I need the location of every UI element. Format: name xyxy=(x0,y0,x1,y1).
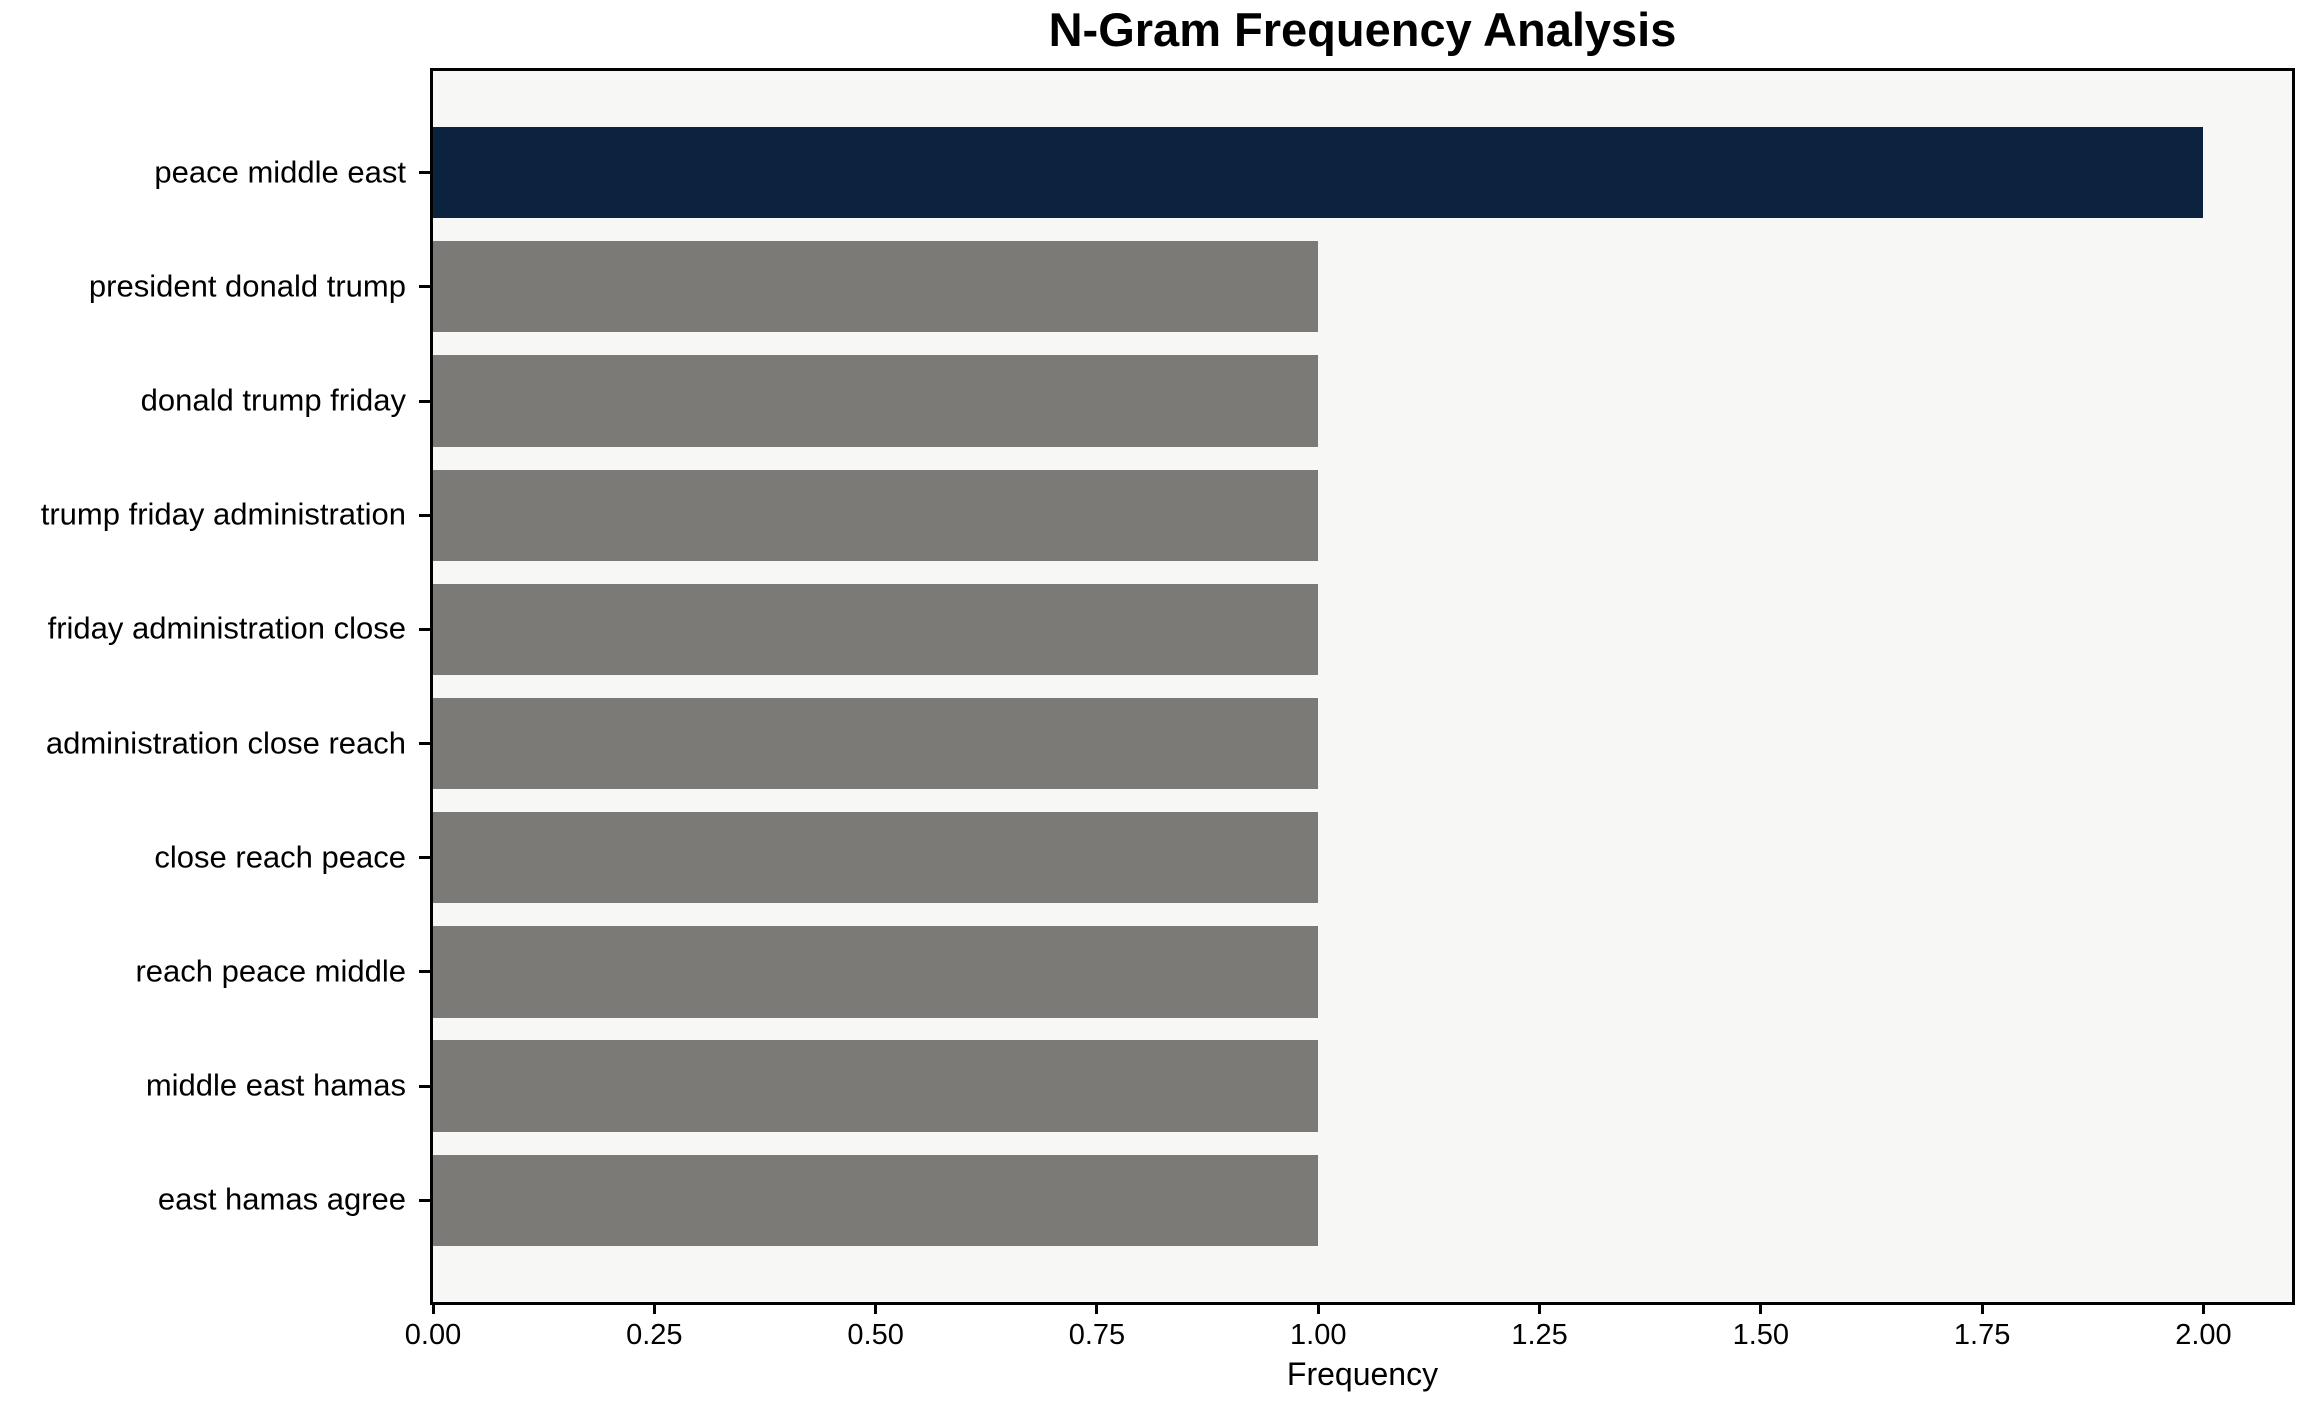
y-tick-mark xyxy=(419,742,430,746)
x-tick-label: 0.75 xyxy=(1068,1319,1126,1351)
y-tick-label: close reach peace xyxy=(154,839,406,875)
y-tick-mark xyxy=(419,970,430,974)
bar xyxy=(433,126,2204,219)
y-tick-mark xyxy=(419,1084,430,1088)
y-tick-label: president donald trump xyxy=(88,268,406,304)
bar xyxy=(433,697,1319,790)
bar xyxy=(433,926,1319,1018)
x-tick-label: 2.00 xyxy=(2175,1319,2232,1351)
bar xyxy=(433,241,1319,333)
y-tick-label: donald trump friday xyxy=(140,382,406,418)
y-tick-mark xyxy=(419,627,430,631)
x-tick-label: 1.75 xyxy=(1953,1319,2011,1351)
plot-area xyxy=(430,68,2295,1305)
y-tick-label: peace middle east xyxy=(154,153,406,189)
y-tick-label: east hamas agree xyxy=(157,1181,406,1217)
x-tick-label: 0.25 xyxy=(626,1319,683,1351)
x-tick-label: 1.00 xyxy=(1290,1319,1347,1351)
y-tick-mark xyxy=(419,856,430,860)
x-tick-label: 1.50 xyxy=(1732,1319,1790,1351)
x-tick-mark xyxy=(1980,1305,1984,1314)
y-tick-mark xyxy=(419,399,430,403)
x-tick-mark xyxy=(652,1305,656,1314)
y-tick-mark xyxy=(419,1198,430,1202)
y-tick-label: trump friday administration xyxy=(40,496,406,532)
x-tick-label: 1.25 xyxy=(1511,1319,1568,1351)
x-tick-mark xyxy=(1759,1305,1763,1314)
bar xyxy=(433,583,1319,676)
x-tick-mark xyxy=(874,1305,878,1314)
bar xyxy=(433,1040,1319,1132)
bar xyxy=(433,355,1319,447)
bar xyxy=(433,469,1319,561)
bar xyxy=(433,812,1319,904)
x-axis-title: Frequency xyxy=(1286,1356,1439,1392)
y-tick-label: reach peace middle xyxy=(135,953,406,989)
x-tick-mark xyxy=(1538,1305,1542,1314)
y-tick-label: administration close reach xyxy=(45,724,406,760)
x-tick-mark xyxy=(2201,1305,2205,1314)
x-tick-label: 0.00 xyxy=(404,1319,462,1351)
y-tick-label: middle east hamas xyxy=(145,1067,406,1103)
y-tick-mark xyxy=(419,513,430,517)
y-tick-mark xyxy=(419,285,430,289)
x-tick-mark xyxy=(1316,1305,1320,1314)
bar xyxy=(433,1154,1319,1247)
y-tick-mark xyxy=(419,171,430,175)
x-tick-mark xyxy=(431,1305,435,1314)
chart-title: N-Gram Frequency Analysis xyxy=(1048,3,1677,56)
x-tick-label: 0.50 xyxy=(847,1319,904,1351)
x-tick-mark xyxy=(1095,1305,1099,1314)
y-tick-label: friday administration close xyxy=(47,610,406,646)
